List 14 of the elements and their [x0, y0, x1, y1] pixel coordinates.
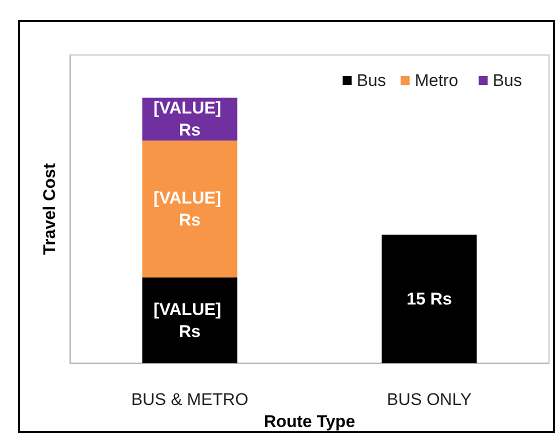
bar: [142, 278, 238, 364]
legend-label: Metro: [414, 71, 458, 90]
y-axis-title: Travel Cost: [40, 162, 59, 255]
legend-label: Bus: [492, 71, 522, 90]
data-label: 15 Rs: [406, 289, 452, 308]
bar: [142, 140, 238, 278]
legend-label: Bus: [356, 71, 386, 90]
data-label: [VALUE] Rs: [154, 188, 226, 230]
x-tick-label: BUS ONLY: [386, 390, 472, 410]
data-label: [VALUE] Rs: [154, 300, 226, 341]
data-label: [VALUE] Rs: [154, 98, 226, 140]
x-tick-label: BUS & METRO: [131, 390, 248, 410]
bar: [382, 234, 477, 364]
x-axis-title: Route Type: [264, 412, 356, 431]
